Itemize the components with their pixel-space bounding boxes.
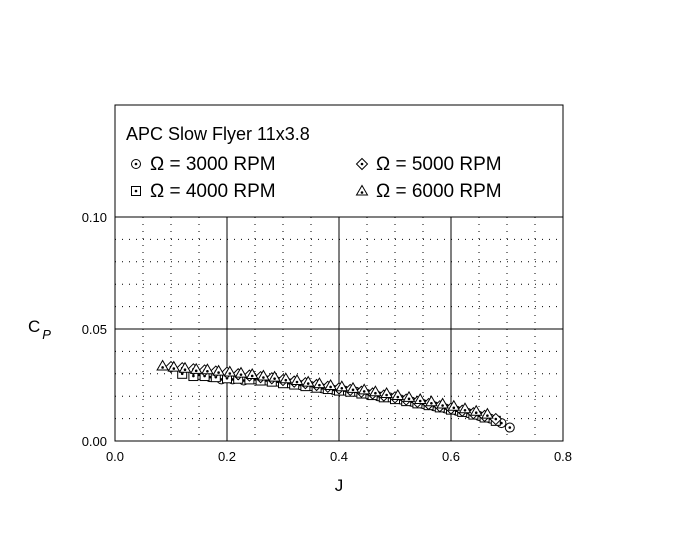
data-point [447,399,461,411]
data-point [290,374,304,386]
legend-marker [355,184,369,196]
data-point [357,383,371,395]
data-points [156,359,515,433]
x-tick-label: 0.6 [442,449,460,464]
data-point [245,367,259,379]
data-point [504,422,515,433]
legend-label: Ω = 5000 RPM [376,154,502,175]
legend-label: Ω = 3000 RPM [150,154,276,175]
series-4 [156,359,494,419]
data-point [436,397,449,409]
data-point [167,360,181,372]
data-point [458,402,472,414]
data-point [223,365,237,377]
data-point [189,362,203,374]
data-point [268,370,281,382]
data-point [201,363,214,375]
data-point [346,381,360,393]
x-tick-label: 0.2 [218,449,236,464]
legend-label: Ω = 4000 RPM [150,181,276,202]
data-point [156,359,169,371]
y-axis-label-subscript: P [42,327,51,342]
data-point [402,390,416,402]
data-point [469,404,483,416]
y-axis-label-main: C [28,317,40,336]
legend: APC Slow Flyer 11x3.8 Ω = 3000 RPM Ω = 400… [126,124,502,202]
legend-marker [131,186,141,196]
data-point [391,389,405,401]
data-point [178,361,192,373]
data-point [481,407,494,419]
chart-title: APC Slow Flyer 11x3.8 [126,124,310,144]
data-point [380,387,393,399]
x-axis-label: J [335,476,344,495]
data-point [313,377,326,389]
x-tick-label: 0.4 [330,449,348,464]
legend-label: Ω = 6000 RPM [376,181,502,202]
legend-marker [355,157,369,171]
data-point [324,378,337,390]
data-point [301,375,315,387]
data-point [425,395,438,407]
y-tick-label: 0.00 [82,434,107,449]
x-tick-label: 0.8 [554,449,572,464]
data-point [234,366,248,378]
legend-marker [131,159,141,169]
plot-frame [114,104,564,442]
y-tick-label: 0.10 [82,210,107,225]
y-tick-label: 0.05 [82,322,107,337]
data-point [413,393,427,405]
x-tick-label: 0.0 [106,449,124,464]
data-point [212,364,225,376]
data-point [369,385,382,397]
data-point [335,380,349,392]
data-point [257,369,270,381]
major-grid [115,216,563,441]
data-point [279,372,293,384]
tick-labels: 0.0 0.2 0.4 0.6 0.8 0.00 0.05 0.10 [82,210,572,464]
